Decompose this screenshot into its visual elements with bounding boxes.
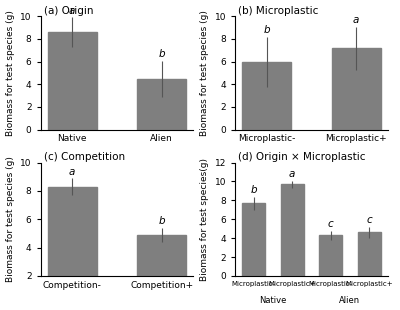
- Text: (b) Microplastic: (b) Microplastic: [238, 6, 318, 16]
- Text: b: b: [158, 216, 165, 226]
- Bar: [242, 203, 265, 276]
- Text: (c) Competition: (c) Competition: [44, 152, 125, 162]
- Y-axis label: Biomass for test species (g): Biomass for test species (g): [200, 10, 209, 136]
- Text: b: b: [250, 185, 257, 195]
- Y-axis label: Biomass for test species(g): Biomass for test species(g): [200, 158, 209, 281]
- Bar: [48, 187, 97, 304]
- Text: Alien: Alien: [339, 296, 360, 305]
- Text: (a) Origin: (a) Origin: [44, 6, 93, 16]
- Bar: [242, 62, 291, 130]
- Text: c: c: [328, 219, 334, 229]
- Text: a: a: [69, 167, 75, 177]
- Text: a: a: [289, 169, 295, 179]
- Text: (d) Origin × Microplastic: (d) Origin × Microplastic: [238, 152, 366, 162]
- Text: b: b: [263, 25, 270, 35]
- Bar: [137, 235, 186, 304]
- Bar: [358, 232, 381, 276]
- Bar: [332, 48, 381, 130]
- Y-axis label: Biomass for test species (g): Biomass for test species (g): [6, 10, 14, 136]
- Bar: [48, 32, 97, 130]
- Bar: [137, 79, 186, 130]
- Bar: [280, 184, 304, 276]
- Text: a: a: [69, 6, 75, 16]
- Text: b: b: [158, 49, 165, 59]
- Text: c: c: [366, 215, 372, 225]
- Text: Native: Native: [259, 296, 286, 305]
- Y-axis label: Biomass for test species (g): Biomass for test species (g): [6, 156, 14, 282]
- Bar: [319, 235, 342, 276]
- Text: a: a: [353, 15, 359, 25]
